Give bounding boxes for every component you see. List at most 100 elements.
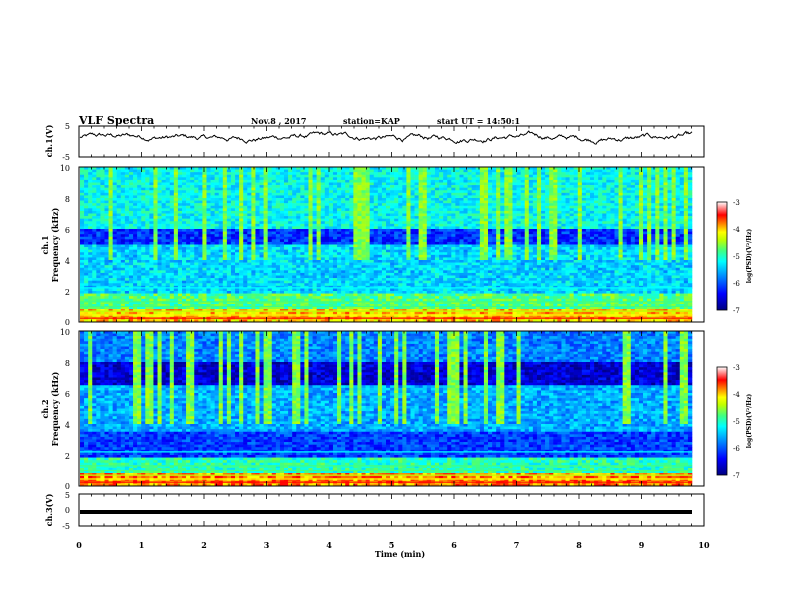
spectrogram-cell <box>455 203 460 207</box>
spectrogram-cell <box>332 179 338 183</box>
spectrogram-cell <box>153 218 158 222</box>
spectrogram-cell <box>671 234 676 238</box>
spectrogram-cell <box>304 179 309 183</box>
spectrogram-cell <box>365 223 370 227</box>
spectrogram-cell <box>177 213 183 217</box>
spectrogram-cell <box>398 221 403 225</box>
spectrogram-cell <box>447 167 452 170</box>
spectrogram-cell <box>271 172 277 176</box>
spectrogram-cell <box>271 192 277 196</box>
spectrogram-cell <box>128 218 134 222</box>
spectrogram-cell <box>528 226 534 230</box>
spectrogram-cell <box>202 195 207 199</box>
spectrogram-cell <box>422 226 428 230</box>
spectrogram-cell <box>675 179 681 183</box>
spectrogram-cell <box>92 200 97 204</box>
spectrogram-cell <box>369 208 375 212</box>
spectrogram-cell <box>455 216 460 219</box>
spectrogram-cell <box>565 210 570 214</box>
spectrogram-cell <box>504 231 509 235</box>
spectrogram-cell <box>545 213 550 217</box>
spectrogram-cell <box>467 239 472 243</box>
spectrogram-cell <box>100 190 105 194</box>
spectrogram-cell <box>349 182 354 186</box>
spectrogram-cell <box>304 192 309 196</box>
spectrogram-cell <box>573 234 579 238</box>
spectrogram-cell <box>643 218 648 222</box>
spectrogram-cell <box>292 187 297 191</box>
spectrogram-cell <box>165 169 171 173</box>
spectrogram-cell <box>675 177 681 181</box>
spectrogram-cell <box>532 198 538 201</box>
spectrogram-cell <box>218 249 224 253</box>
spectrogram-cell <box>104 167 109 170</box>
spectrogram-cell <box>177 185 183 188</box>
spectrogram-cell <box>230 241 236 245</box>
spectrogram-cell <box>479 241 485 245</box>
spectrogram-cell <box>337 172 342 176</box>
spectrogram-cell <box>430 213 436 217</box>
spectrogram-cell <box>292 216 297 219</box>
spectrogram-cell <box>536 241 542 245</box>
spectrogram-cell <box>263 226 268 230</box>
spectrogram-cell <box>235 190 240 194</box>
spectrogram-cell <box>532 174 538 178</box>
spectrogram-cell <box>214 179 220 183</box>
spectrogram-cell <box>324 195 330 199</box>
spectrogram-cell <box>177 244 183 248</box>
spectrogram-cell <box>618 195 623 199</box>
spectrogram-cell <box>455 195 460 199</box>
spectrogram-cell <box>210 208 215 212</box>
spectrogram-cell <box>622 239 628 243</box>
spectrogram-cell <box>161 195 166 199</box>
spectrogram-cell <box>288 218 293 222</box>
spectrogram-cell <box>455 182 460 186</box>
spectrogram-cell <box>255 218 260 222</box>
spectrogram-cell <box>214 247 220 250</box>
spectrogram-cell <box>451 172 456 176</box>
spectrogram-cell <box>594 244 599 248</box>
spectrogram-cell <box>96 210 101 214</box>
spectrogram-cell <box>406 182 411 186</box>
spectrogram-cell <box>381 231 387 235</box>
spectrogram-cell <box>422 179 428 183</box>
spectrogram-cell <box>675 169 681 173</box>
spectrogram-cell <box>565 221 570 225</box>
spectrogram-cell <box>606 218 611 222</box>
spectrogram-cell <box>581 216 587 219</box>
spectrogram-cell <box>475 172 481 176</box>
spectrogram-cell <box>565 244 570 248</box>
spectrogram-cell <box>124 190 130 194</box>
spectrogram-cell <box>569 179 574 183</box>
spectrogram-cell <box>173 244 179 248</box>
spectrogram-cell <box>214 182 220 186</box>
spectrogram-cell <box>643 226 648 230</box>
spectrogram-cell <box>606 231 611 235</box>
spectrogram-cell <box>332 208 338 212</box>
spectrogram-cell <box>377 187 383 191</box>
spectrogram-cell <box>381 236 387 240</box>
spectrogram-cell <box>647 213 652 217</box>
spectrogram-cell <box>353 239 358 243</box>
spectrogram-cell <box>402 205 407 209</box>
spectrogram-cell <box>541 247 546 250</box>
spectrogram-cell <box>471 174 477 178</box>
spectrogram-cell <box>247 174 252 178</box>
spectrogram-cell <box>577 169 583 173</box>
spectrogram-cell <box>455 177 460 181</box>
spectrogram-cell <box>467 213 472 217</box>
spectrogram-cell <box>402 221 407 225</box>
spectrogram-cell <box>651 239 656 243</box>
spectrogram-cell <box>137 192 142 196</box>
spectrogram-cell <box>365 169 370 173</box>
spectrogram-cell <box>332 229 338 232</box>
spectrogram-cell <box>337 177 342 181</box>
spectrogram-cell <box>296 231 301 235</box>
spectrogram-cell <box>214 208 220 212</box>
spectrogram-cell <box>377 236 383 240</box>
spectrogram-cell <box>304 218 309 222</box>
spectrogram-cell <box>667 216 672 219</box>
spectrogram-cell <box>386 234 391 238</box>
spectrogram-cell <box>434 221 440 225</box>
spectrogram-cell <box>463 179 468 183</box>
